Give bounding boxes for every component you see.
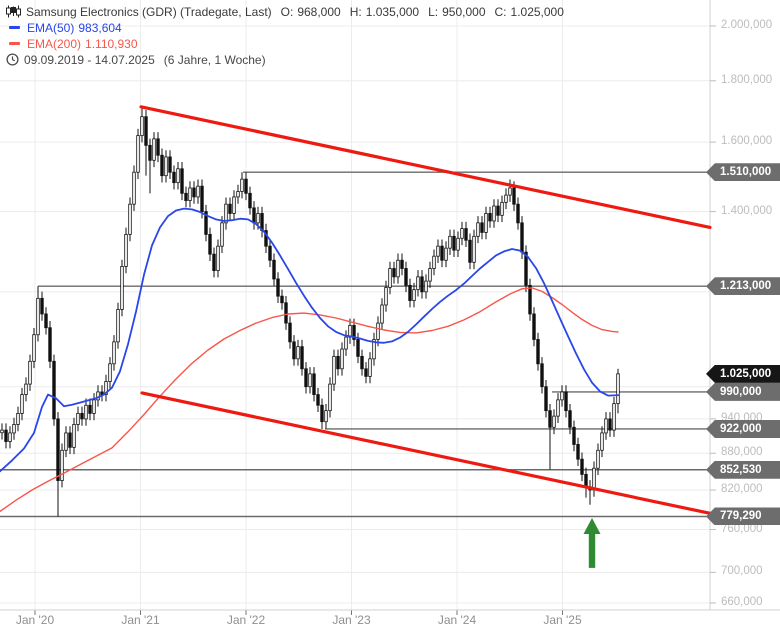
instrument-row: Samsung Electronics (GDR) (Tradegate, La…	[6, 4, 564, 19]
open-value: 968,000	[297, 4, 341, 19]
ema200-color-swatch	[9, 42, 20, 45]
close-label: C:	[494, 4, 507, 19]
ema50-label: EMA(50)	[27, 20, 75, 35]
instrument-title: Samsung Electronics (GDR) (Tradegate, La…	[26, 4, 272, 19]
trendline	[139, 105, 712, 230]
candlesticks	[0, 107, 620, 517]
low-label: L:	[428, 4, 439, 19]
ema50-color-swatch	[9, 26, 20, 29]
ema200-legend-row: EMA(200) 1.110,930	[6, 36, 564, 51]
green-up-arrow-head	[583, 518, 601, 535]
high-value: 1.035,000	[365, 4, 420, 19]
chart-legend: Samsung Electronics (GDR) (Tradegate, La…	[6, 4, 564, 68]
ema50-value: 983,604	[78, 20, 122, 35]
ema50-line	[0, 207, 620, 473]
candlestick-chart-icon	[6, 5, 21, 18]
ema50-legend-row: EMA(50) 983,604	[6, 20, 564, 35]
green-up-arrow-shaft	[588, 533, 596, 568]
close-value: 1.025,000	[510, 4, 564, 19]
date-range-row: 09.09.2019 - 14.07.2025 (6 Jahre, 1 Woch…	[6, 52, 564, 67]
ema200-label: EMA(200)	[27, 36, 82, 51]
open-label: O:	[280, 4, 294, 19]
period-info: (6 Jahre, 1 Woche)	[163, 52, 266, 67]
date-range: 09.09.2019 - 14.07.2025	[24, 52, 155, 67]
clock-icon	[6, 53, 19, 66]
trendline	[140, 391, 712, 515]
high-label: H:	[349, 4, 362, 19]
low-value: 950,000	[442, 4, 486, 19]
ema200-value: 1.110,930	[85, 36, 138, 51]
